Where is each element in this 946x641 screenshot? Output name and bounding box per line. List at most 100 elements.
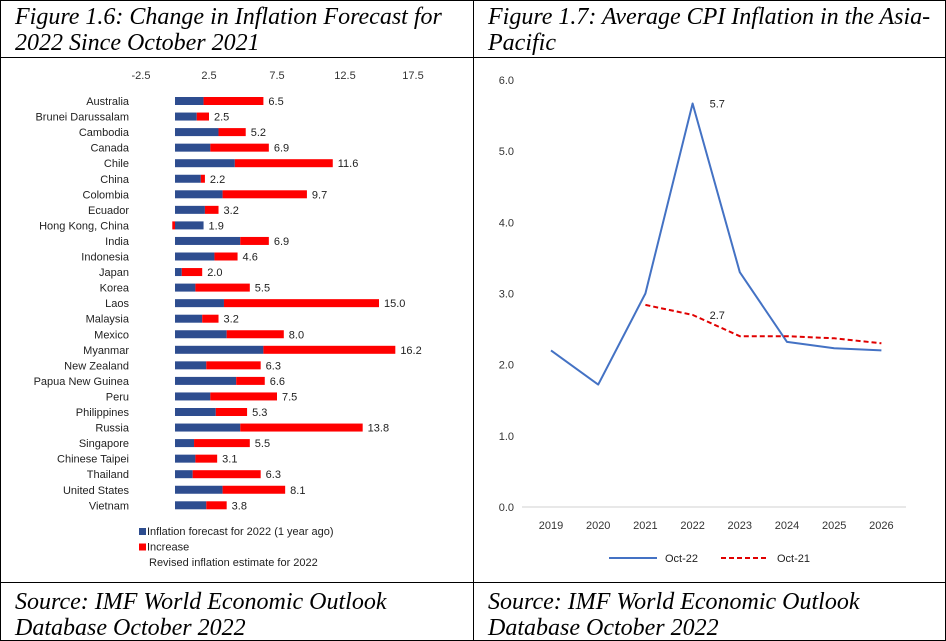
- data-label: 6.3: [266, 360, 281, 372]
- bar-increase: [206, 501, 227, 510]
- bar-increase: [222, 485, 286, 494]
- bar-increase: [234, 159, 333, 168]
- data-label: 2.7: [710, 310, 725, 322]
- category-label: Vietnam: [89, 500, 129, 512]
- x-tick-label: 2024: [775, 520, 799, 532]
- right-source: Source: IMF World Economic Outlook Datab…: [473, 582, 946, 641]
- data-label: 3.1: [222, 454, 237, 466]
- category-label: India: [105, 236, 130, 248]
- category-label: Australia: [86, 96, 130, 108]
- x-tick-label: 17.5: [402, 70, 423, 82]
- bar-increase: [200, 174, 205, 183]
- legend-label: Revised inflation estimate for 2022: [149, 557, 318, 569]
- bar-increase: [240, 236, 269, 245]
- category-label: Ecuador: [88, 205, 129, 217]
- data-label: 2.2: [210, 174, 225, 186]
- bar-chart: -2.5 2.5 7.5 12.5 17.5 Australia 6.5 Brunei Dar…: [34, 70, 424, 569]
- bar-base: [175, 128, 219, 137]
- y-tick-label: 0.0: [499, 502, 514, 514]
- data-label: 5.3: [252, 407, 267, 419]
- bar-increase: [214, 252, 238, 261]
- category-label: Brunei Darussalam: [35, 112, 129, 124]
- y-tick-label: 4.0: [499, 217, 514, 229]
- y-tick-label: 6.0: [499, 75, 514, 87]
- data-label: 15.0: [384, 298, 405, 310]
- legend-swatch: [139, 543, 146, 551]
- line-chart: 0.0 1.0 2.0 3.0 4.0 5.0 6.0 2019 2020 2021 2022 202…: [499, 75, 906, 565]
- bar-increase: [202, 314, 219, 323]
- x-tick-label: 2020: [586, 520, 610, 532]
- bar-base: [175, 330, 227, 339]
- category-label: Korea: [100, 283, 130, 295]
- bar-base: [175, 361, 207, 370]
- data-label: 6.9: [274, 143, 289, 155]
- data-label: 8.0: [289, 329, 304, 341]
- bar-base: [175, 392, 211, 401]
- data-label: 3.2: [224, 205, 239, 217]
- category-label: Papua New Guinea: [34, 376, 130, 388]
- y-tick-label: 1.0: [499, 431, 514, 443]
- bar-increase: [206, 361, 261, 370]
- bar-base: [175, 299, 224, 308]
- bar-base: [175, 283, 196, 292]
- bar-base: [175, 439, 195, 448]
- category-label: Philippines: [76, 407, 130, 419]
- data-label: 5.5: [255, 438, 270, 450]
- bar-base: [175, 159, 235, 168]
- data-label: 6.6: [270, 376, 285, 388]
- bar-increase: [226, 330, 284, 339]
- series-line-oct-22: [550, 102, 882, 386]
- category-label: Chile: [104, 158, 129, 170]
- bar-base: [175, 252, 215, 261]
- category-label: China: [100, 174, 130, 186]
- category-label: Chinese Taipei: [57, 454, 129, 466]
- legend-label: Increase: [147, 542, 189, 554]
- x-tick-label: 2019: [539, 520, 563, 532]
- bar-base: [175, 423, 241, 432]
- bar-base: [175, 174, 201, 183]
- legend-label: Oct-22: [665, 553, 698, 565]
- x-tick-label: 2025: [822, 520, 846, 532]
- category-label: Singapore: [79, 438, 129, 450]
- category-label: Hong Kong, China: [39, 220, 130, 232]
- data-label: 3.2: [224, 314, 239, 326]
- data-label: 5.7: [710, 98, 725, 110]
- bar-increase: [210, 392, 277, 401]
- data-label: 2.0: [207, 267, 222, 279]
- data-label: 6.5: [268, 96, 283, 108]
- bar-base: [175, 314, 203, 323]
- bar-increase: [215, 408, 248, 416]
- bar-base: [175, 143, 211, 152]
- bar-increase: [204, 205, 219, 214]
- bar-increase: [195, 283, 250, 292]
- data-label: 2.5: [214, 112, 229, 124]
- x-tick-label: 2026: [869, 520, 893, 532]
- bar-base: [175, 268, 182, 277]
- x-tick-label: 2022: [680, 520, 704, 532]
- bar-base: [175, 112, 197, 121]
- bar-increase: [181, 268, 203, 277]
- bar-base: [175, 501, 207, 510]
- right-caption: Figure 1.7: Average CPI Inflation in the…: [473, 0, 946, 58]
- x-tick-label: 2.5: [201, 70, 216, 82]
- bar-increase: [210, 143, 269, 152]
- y-tick-label: 5.0: [499, 146, 514, 158]
- bar-base: [175, 205, 205, 214]
- bar-increase: [223, 299, 379, 308]
- bar-increase: [222, 190, 307, 199]
- bar-base: [175, 221, 204, 230]
- bar-base: [175, 345, 264, 354]
- data-label: 5.5: [255, 283, 270, 295]
- category-label: United States: [63, 485, 130, 497]
- data-label: 8.1: [290, 485, 305, 497]
- right-chart-cell: 0.0 1.0 2.0 3.0 4.0 5.0 6.0 2019 2020 2021 2022 202…: [473, 57, 946, 583]
- bar-increase: [203, 97, 264, 105]
- category-label: Peru: [106, 391, 129, 403]
- data-label: 5.2: [251, 127, 266, 139]
- data-label: 9.7: [312, 189, 327, 201]
- bar-increase: [263, 345, 396, 354]
- bar-base: [175, 408, 216, 416]
- data-label: 11.6: [338, 158, 359, 170]
- data-label: 7.5: [282, 391, 297, 403]
- left-chart-cell: -2.5 2.5 7.5 12.5 17.5 Australia 6.5 Brunei Dar…: [0, 57, 474, 583]
